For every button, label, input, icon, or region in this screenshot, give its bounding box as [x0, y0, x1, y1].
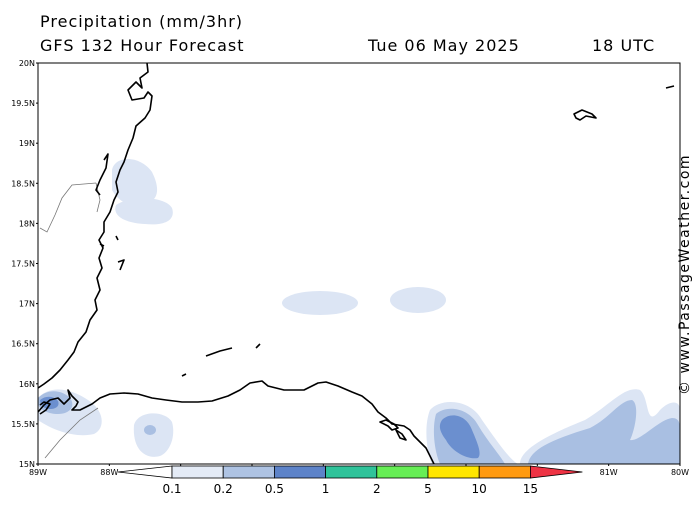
precip-area-yucatan-north [112, 158, 158, 206]
colorbar-tick-label: 5 [424, 482, 432, 496]
colorbar-tick-label: 0.2 [214, 482, 233, 496]
colorbar-segment [273, 465, 326, 479]
coast-yucatan-inlet [95, 153, 109, 196]
lat-label: 18N [19, 219, 35, 228]
lat-label: 15N [19, 460, 35, 469]
chart-title: Precipitation (mm/3hr) [40, 12, 244, 31]
forecast-subtitle: GFS 132 Hour Forecast [40, 36, 245, 55]
lon-label: 81W [600, 468, 618, 477]
axis-ticks [36, 62, 681, 466]
colorbar-tick-label: 15 [523, 482, 538, 496]
lat-label: 15.5N [11, 420, 35, 429]
colorbar-segment [427, 465, 480, 479]
colorbar-segment [325, 465, 378, 479]
coast-yucatan [37, 62, 153, 389]
lon-label: 80W [671, 468, 689, 477]
coast-small-islands [99, 235, 261, 377]
coast-east-island [573, 109, 597, 121]
border-mexico-guatemala [39, 182, 97, 233]
latitude-labels: 20N 19.5N 19N 18.5N 18N 17.5N 17N 16.5N 16N 15.5N… [11, 59, 35, 469]
lat-label: 20N [19, 59, 35, 68]
colorbar-tick-label: 1 [322, 482, 330, 496]
lon-label: 88W [100, 468, 118, 477]
coastline [37, 62, 675, 465]
precip-area-central-east [390, 287, 446, 313]
color-scale-bar: 0.1 0.2 0.5 1 2 5 10 15 [117, 465, 583, 496]
colorbar-tick-label: 0.1 [162, 482, 181, 496]
colorbar-segment [478, 465, 531, 479]
precip-area-yucatan-south [115, 198, 173, 225]
lat-label: 17.5N [11, 260, 35, 269]
forecast-time: 18 UTC [592, 36, 656, 55]
lat-label: 16N [19, 380, 35, 389]
colorbar-high-end [530, 465, 583, 479]
coast-ne-corner [665, 85, 675, 89]
map-frame [37, 62, 681, 465]
lon-label: 89W [29, 468, 47, 477]
colorbar-segment [222, 465, 275, 479]
lat-label: 16.5N [11, 340, 35, 349]
coast-bay-islands [379, 419, 407, 441]
border-guatemala-honduras [44, 407, 99, 459]
colorbar-tick-label: 2 [373, 482, 381, 496]
credit-text: © www.PassageWeather.com [677, 153, 693, 395]
coast-honduras-islands [205, 347, 233, 357]
colorbar-segment [171, 465, 224, 479]
precip-area-mosquito-heavy [439, 415, 480, 459]
colorbar-tick-label: 0.5 [265, 482, 284, 496]
precip-area-south-core [144, 425, 156, 435]
lat-label: 18.5N [11, 179, 35, 188]
lat-label: 19.5N [11, 99, 35, 108]
lat-label: 19N [19, 139, 35, 148]
colorbar-low-end [117, 465, 173, 479]
lat-label: 17N [19, 300, 35, 309]
precip-areas [38, 158, 680, 464]
colorbar-segment [376, 465, 429, 479]
colorbar-tick-label: 10 [472, 482, 487, 496]
precip-area-south [133, 413, 174, 457]
precip-area-east-moderate [528, 400, 680, 464]
precip-area-central [282, 291, 358, 315]
coast-guatemala-gulf [39, 401, 51, 415]
forecast-date: Tue 06 May 2025 [368, 36, 520, 55]
